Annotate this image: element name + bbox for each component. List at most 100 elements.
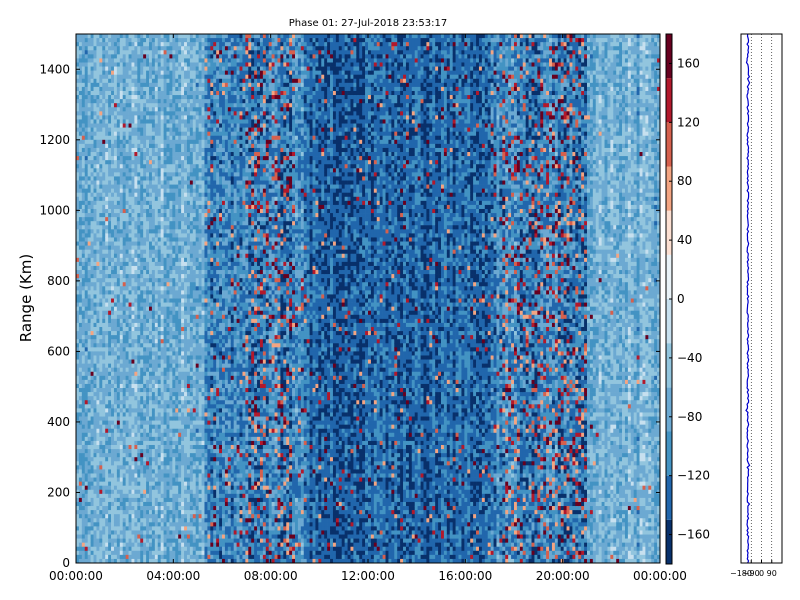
heatmap-cell <box>164 327 167 331</box>
heatmap-cell <box>105 209 108 213</box>
heatmap-cell <box>149 144 152 148</box>
heatmap-cell <box>94 539 97 543</box>
heatmap-cell <box>175 270 178 274</box>
heatmap-cell <box>143 408 146 412</box>
heatmap-cell <box>85 160 88 164</box>
heatmap-cell <box>169 518 172 522</box>
heatmap-cell <box>178 412 181 416</box>
heatmap-cell <box>126 490 129 494</box>
heatmap-cell <box>111 526 114 530</box>
heatmap-cell <box>178 250 181 254</box>
heatmap-cell <box>181 392 184 396</box>
heatmap-cell <box>155 189 158 193</box>
heatmap-cell <box>146 290 149 294</box>
heatmap-cell <box>91 185 94 189</box>
heatmap-cell <box>102 180 105 184</box>
heatmap-cell <box>158 315 161 319</box>
heatmap-cell <box>105 404 108 408</box>
heatmap-cell <box>152 372 155 376</box>
heatmap-cell <box>137 307 140 311</box>
heatmap-cell <box>155 461 158 465</box>
heatmap-cell <box>155 160 158 164</box>
heatmap-cell <box>102 461 105 465</box>
heatmap-cell <box>184 107 187 111</box>
heatmap-cell <box>184 209 187 213</box>
heatmap-cell <box>169 270 172 274</box>
heatmap-cell <box>134 461 137 465</box>
heatmap-cell <box>137 213 140 217</box>
heatmap-cell <box>117 339 120 343</box>
heatmap-cell <box>131 156 134 160</box>
heatmap-cell <box>88 193 91 197</box>
heatmap-cell <box>123 83 126 87</box>
heatmap-cell <box>134 315 137 319</box>
heatmap-cell <box>126 392 129 396</box>
heatmap-cell <box>161 441 164 445</box>
heatmap-cell <box>181 339 184 343</box>
heatmap-cell <box>102 124 105 128</box>
heatmap-cell <box>88 156 91 160</box>
heatmap-cell <box>140 189 143 193</box>
heatmap-cell <box>178 368 181 372</box>
heatmap-cell <box>99 67 102 71</box>
heatmap-cell <box>79 254 82 258</box>
heatmap-cell <box>123 408 126 412</box>
heatmap-cell <box>158 518 161 522</box>
heatmap-cell <box>96 242 99 246</box>
heatmap-cell <box>149 311 152 315</box>
heatmap-cell <box>82 555 85 559</box>
heatmap-cell <box>169 176 172 180</box>
heatmap-cell <box>134 270 137 274</box>
heatmap-cell <box>94 115 97 119</box>
heatmap-cell <box>140 136 143 140</box>
heatmap-cell <box>152 193 155 197</box>
heatmap-cell <box>175 95 178 99</box>
heatmap-cell <box>161 526 164 530</box>
heatmap-cell <box>85 319 88 323</box>
heatmap-cell <box>167 421 170 425</box>
heatmap-cell <box>134 376 137 380</box>
heatmap-cell <box>178 404 181 408</box>
heatmap-cell <box>120 429 123 433</box>
heatmap-cell <box>129 115 132 119</box>
heatmap-cell <box>175 254 178 258</box>
heatmap-cell <box>181 156 184 160</box>
heatmap-cell <box>149 299 152 303</box>
heatmap-cell <box>129 351 132 355</box>
heatmap-cell <box>143 555 146 559</box>
heatmap-cell <box>169 355 172 359</box>
heatmap-cell <box>91 221 94 225</box>
heatmap-cell <box>117 160 120 164</box>
heatmap-cell <box>114 547 117 551</box>
heatmap-cell <box>134 530 137 534</box>
heatmap-cell <box>172 535 175 539</box>
heatmap-cell <box>96 331 99 335</box>
heatmap-cell <box>99 99 102 103</box>
heatmap-cell <box>82 551 85 555</box>
heatmap-cell <box>82 205 85 209</box>
heatmap-cell <box>184 266 187 270</box>
heatmap-cell <box>105 417 108 421</box>
heatmap-cell <box>146 209 149 213</box>
heatmap-cell <box>114 144 117 148</box>
heatmap-cell <box>105 67 108 71</box>
heatmap-cell <box>111 490 114 494</box>
heatmap-cell <box>79 311 82 315</box>
heatmap-cell <box>161 148 164 152</box>
heatmap-cell <box>187 221 190 225</box>
heatmap-cell <box>99 119 102 123</box>
heatmap-cell <box>134 233 137 237</box>
heatmap-cell <box>137 278 140 282</box>
heatmap-cell <box>167 278 170 282</box>
heatmap-cell <box>184 335 187 339</box>
heatmap-cell <box>175 355 178 359</box>
heatmap-cell <box>129 180 132 184</box>
heatmap-cell <box>114 75 117 79</box>
heatmap-cell <box>137 473 140 477</box>
heatmap-cell <box>108 115 111 119</box>
heatmap-cell <box>114 551 117 555</box>
heatmap-cell <box>129 486 132 490</box>
heatmap-cell <box>91 482 94 486</box>
heatmap-cell <box>143 506 146 510</box>
heatmap-cell <box>143 490 146 494</box>
